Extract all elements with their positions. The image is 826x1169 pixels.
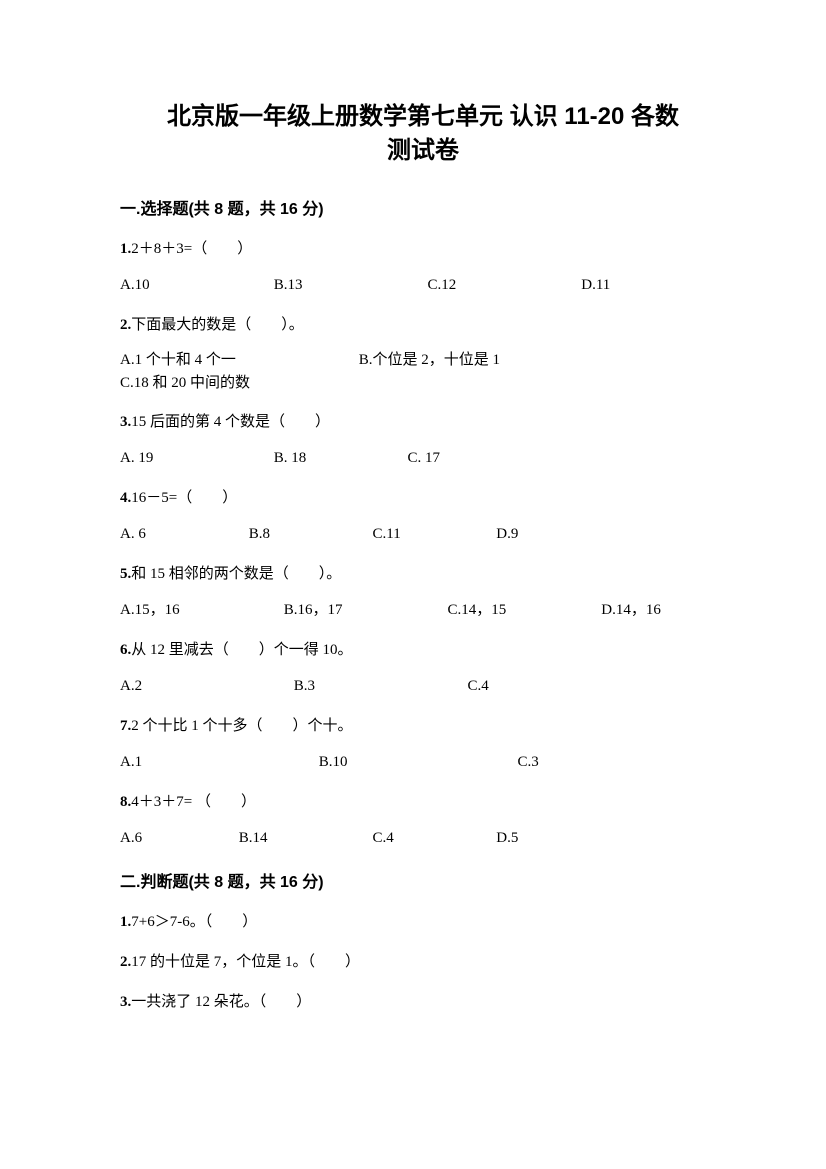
option-b: B.13: [274, 273, 424, 297]
option-b: B.8: [249, 522, 369, 546]
option-a: A.6: [120, 826, 235, 850]
option-c: C.18 和 20 中间的数: [120, 372, 250, 395]
section-1-header: 一.选择题(共 8 题，共 16 分): [120, 195, 726, 219]
question-5-options: A.15，16 B.16，17 C.14，15 D.14，16: [120, 598, 726, 622]
question-number: 7.: [120, 718, 131, 734]
question-5: 5.和 15 相邻的两个数是（ ）。: [120, 562, 726, 586]
option-c: C.12: [428, 273, 578, 297]
question-6: 6.从 12 里减去（ ）个一得 10。: [120, 638, 726, 662]
option-d: D.11: [581, 273, 610, 297]
question-1: 1.2＋8＋3=（ ）: [120, 237, 726, 261]
question-number: 1.: [120, 241, 131, 257]
option-a: A.1 个十和 4 个一: [120, 349, 355, 372]
option-b: B.3: [294, 674, 464, 698]
option-c: C.3: [518, 750, 539, 774]
question-text: 7+6＞7-6。（ ）: [131, 914, 257, 930]
question-3: 3.15 后面的第 4 个数是（ ）: [120, 410, 726, 434]
option-c: C.4: [373, 826, 493, 850]
question-number: 4.: [120, 490, 131, 506]
question-text: 和 15 相邻的两个数是（ ）。: [131, 566, 341, 582]
option-b: B.14: [239, 826, 369, 850]
question-text: 17 的十位是 7，个位是 1。（ ）: [131, 954, 360, 970]
question-number: 3.: [120, 414, 131, 430]
question-number: 2.: [120, 317, 131, 333]
question-7: 7.2 个十比 1 个十多（ ）个十。: [120, 714, 726, 738]
option-a: A.2: [120, 674, 290, 698]
question-2: 2.下面最大的数是（ ）。: [120, 313, 726, 337]
question-4-options: A. 6 B.8 C.11 D.9: [120, 522, 726, 546]
title-line-2: 测试卷: [120, 134, 726, 168]
option-a: A.1: [120, 750, 315, 774]
title-line-1: 北京版一年级上册数学第七单元 认识 11-20 各数: [120, 100, 726, 134]
question-text: 15 后面的第 4 个数是（ ）: [131, 414, 330, 430]
option-b: B.16，17: [284, 598, 444, 622]
question-text: 4＋3＋7= （ ）: [131, 794, 256, 810]
question-number: 8.: [120, 794, 131, 810]
question-number: 6.: [120, 642, 131, 658]
option-a: A. 19: [120, 446, 270, 470]
option-a: A.10: [120, 273, 270, 297]
option-c: C.14，15: [448, 598, 598, 622]
question-number: 1.: [120, 914, 131, 930]
question-3-options: A. 19 B. 18 C. 17: [120, 446, 726, 470]
option-b: B. 18: [274, 446, 404, 470]
question-text: 16－5=（ ）: [131, 490, 237, 506]
option-a: A.15，16: [120, 598, 280, 622]
question-text: 一共浇了 12 朵花。（ ）: [131, 994, 311, 1010]
question-7-options: A.1 B.10 C.3: [120, 750, 726, 774]
judgment-3: 3.一共浇了 12 朵花。（ ）: [120, 990, 726, 1014]
document-title: 北京版一年级上册数学第七单元 认识 11-20 各数 测试卷: [120, 100, 726, 167]
option-a: A. 6: [120, 522, 245, 546]
option-d: D.9: [496, 522, 518, 546]
section-2-header: 二.判断题(共 8 题，共 16 分): [120, 868, 726, 892]
option-c: C.11: [373, 522, 493, 546]
option-b: B.10: [319, 750, 514, 774]
question-text: 2 个十比 1 个十多（ ）个十。: [131, 718, 352, 734]
judgment-2: 2.17 的十位是 7，个位是 1。（ ）: [120, 950, 726, 974]
question-text: 下面最大的数是（ ）。: [131, 317, 304, 333]
option-d: D.5: [496, 826, 518, 850]
question-number: 3.: [120, 994, 131, 1010]
question-number: 5.: [120, 566, 131, 582]
question-6-options: A.2 B.3 C.4: [120, 674, 726, 698]
option-c: C.4: [468, 674, 489, 698]
question-1-options: A.10 B.13 C.12 D.11: [120, 273, 726, 297]
question-8: 8.4＋3＋7= （ ）: [120, 790, 726, 814]
option-d: D.14，16: [601, 598, 661, 622]
judgment-1: 1.7+6＞7-6。（ ）: [120, 910, 726, 934]
question-text: 2＋8＋3=（ ）: [131, 241, 252, 257]
question-number: 2.: [120, 954, 131, 970]
question-text: 从 12 里减去（ ）个一得 10。: [131, 642, 352, 658]
option-c: C. 17: [408, 446, 441, 470]
question-8-options: A.6 B.14 C.4 D.5: [120, 826, 726, 850]
question-4: 4.16－5=（ ）: [120, 486, 726, 510]
option-b: B.个位是 2，十位是 1: [359, 349, 624, 372]
question-2-options: A.1 个十和 4 个一 B.个位是 2，十位是 1 C.18 和 20 中间的…: [120, 349, 726, 394]
page-container: 北京版一年级上册数学第七单元 认识 11-20 各数 测试卷 一.选择题(共 8…: [0, 0, 826, 1086]
